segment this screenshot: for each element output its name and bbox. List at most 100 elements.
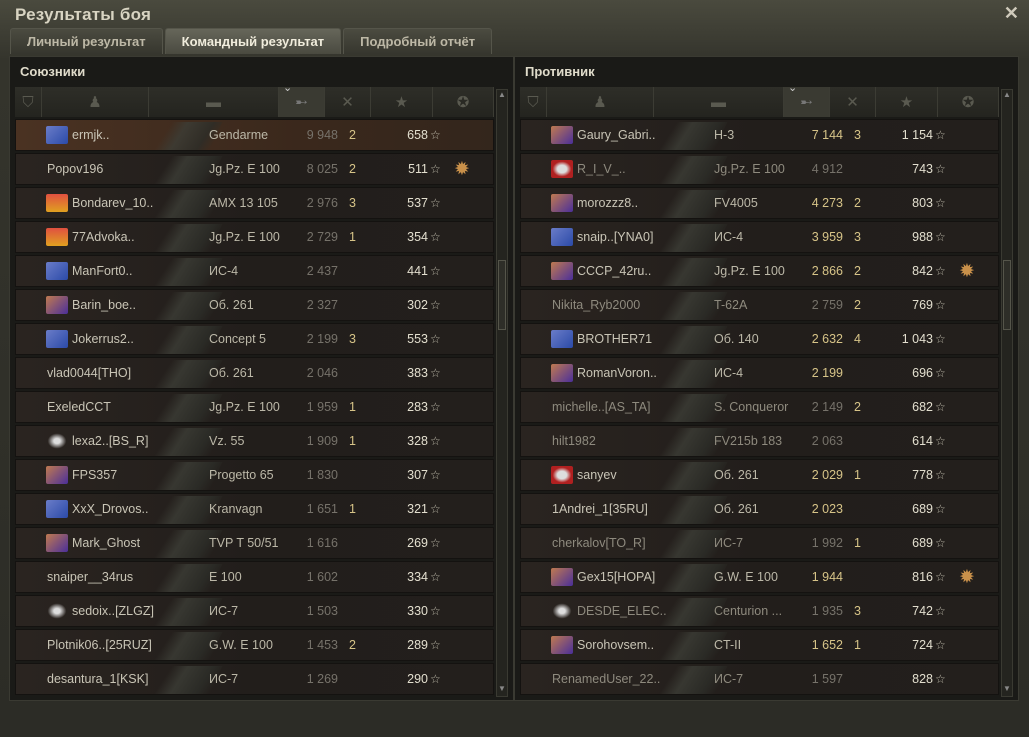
xp-column-header[interactable]: ★: [371, 87, 433, 117]
player-name[interactable]: morozzz8..: [577, 196, 639, 210]
damage-value: 8 025: [306, 162, 338, 176]
player-name[interactable]: sanyev: [577, 468, 617, 482]
player-name[interactable]: Nikita_Ryb2000: [552, 298, 641, 312]
player-row[interactable]: RenamedUser_22.. ИС-7 1 597 828 ☆: [520, 663, 999, 695]
damage-column-header[interactable]: ➸: [279, 81, 325, 117]
player-row[interactable]: 77Advoka.. Jg.Pz. E 100 2 729 1 354 ☆: [15, 221, 494, 253]
player-row[interactable]: morozzz8.. FV4005 4 273 2 803 ☆: [520, 187, 999, 219]
player-name[interactable]: ermjk..: [72, 128, 110, 142]
player-row[interactable]: lexa2..[BS_R] Vz. 55 1 909 1 328 ☆: [15, 425, 494, 457]
player-row[interactable]: Barin_boe.. Об. 261 2 327 302 ☆: [15, 289, 494, 321]
player-row[interactable]: RomanVoron.. ИС-4 2 199 696 ☆: [520, 357, 999, 389]
player-name[interactable]: michelle..[AS_TA]: [552, 400, 651, 414]
player-row[interactable]: 1Andrei_1[35RU] Об. 261 2 023 689 ☆: [520, 493, 999, 525]
rank-column-header[interactable]: ⛉: [15, 87, 42, 117]
player-name[interactable]: Bondarev_10..: [72, 196, 154, 210]
player-row[interactable]: hilt1982 FV215b 183 2 063 614 ☆: [520, 425, 999, 457]
player-name[interactable]: 1Andrei_1[35RU]: [552, 502, 648, 516]
player-name[interactable]: Jokerrus2..: [72, 332, 134, 346]
kills-column-header[interactable]: ✕: [830, 87, 876, 117]
player-row[interactable]: Mark_Ghost TVP T 50/51 1 616 269 ☆: [15, 527, 494, 559]
player-name[interactable]: XxX_Drovos..: [72, 502, 149, 516]
player-row[interactable]: Bondarev_10.. AMX 13 105 2 976 3 537 ☆: [15, 187, 494, 219]
player-row[interactable]: ExeledCCT Jg.Pz. E 100 1 959 1 283 ☆: [15, 391, 494, 423]
player-row[interactable]: vlad0044[THO] Об. 261 2 046 383 ☆: [15, 357, 494, 389]
player-name[interactable]: sedoix..[ZLGZ]: [72, 604, 154, 618]
player-row[interactable]: Gaury_Gabri.. H-3 7 144 3 1 154 ☆: [520, 119, 999, 151]
player-name[interactable]: BROTHER71: [577, 332, 653, 346]
damage-column-header[interactable]: ➸: [784, 81, 830, 117]
kills-column-header[interactable]: ✕: [325, 87, 371, 117]
player-row[interactable]: Plotnik06..[25RUZ] G.W. E 100 1 453 2 289 ☆: [15, 629, 494, 661]
player-row[interactable]: FPS357 Progetto 65 1 830 307 ☆: [15, 459, 494, 491]
player-row[interactable]: ermjk.. Gendarme 9 948 2 658 ☆: [15, 119, 494, 151]
medal-column-header[interactable]: ✪: [433, 87, 494, 117]
player-name[interactable]: Gex15[HOPA]: [577, 570, 656, 584]
player-name[interactable]: Sorohovsem..: [577, 638, 655, 652]
player-name[interactable]: CCCP_42ru..: [577, 264, 652, 278]
tab-detailed-report[interactable]: Подробный отчёт: [343, 28, 493, 54]
badge-orange-icon: [46, 194, 68, 212]
player-name[interactable]: RomanVoron..: [577, 366, 657, 380]
player-row[interactable]: CCCP_42ru.. Jg.Pz. E 100 2 866 2 842 ☆ ✹: [520, 255, 999, 287]
tab-team-result[interactable]: Командный результат: [164, 28, 342, 54]
player-row[interactable]: sedoix..[ZLGZ] ИС-7 1 503 330 ☆: [15, 595, 494, 627]
player-row[interactable]: Nikita_Ryb2000 T-62A 2 759 2 769 ☆: [520, 289, 999, 321]
player-row[interactable]: cherkalov[TO_R] ИС-7 1 992 1 689 ☆: [520, 527, 999, 559]
scroll-up-icon[interactable]: ▲: [1003, 90, 1011, 99]
player-name[interactable]: FPS357: [72, 468, 118, 482]
tab-personal-result[interactable]: Личный результат: [10, 28, 163, 54]
player-name[interactable]: RenamedUser_22..: [552, 672, 661, 686]
scroll-up-icon[interactable]: ▲: [498, 90, 506, 99]
player-row[interactable]: DESDE_ELEC.. Centurion ... 1 935 3 742 ☆: [520, 595, 999, 627]
player-name[interactable]: 77Advoka..: [72, 230, 135, 244]
player-name[interactable]: ManFort0..: [72, 264, 133, 278]
player-name[interactable]: vlad0044[THO]: [47, 366, 132, 380]
player-name[interactable]: Mark_Ghost: [72, 536, 141, 550]
player-row[interactable]: R_I_V_.. Jg.Pz. E 100 4 912 743 ☆: [520, 153, 999, 185]
player-row[interactable]: Gex15[HOPA] G.W. E 100 1 944 816 ☆ ✹: [520, 561, 999, 593]
player-row[interactable]: Sorohovsem.. CT-II 1 652 1 724 ☆: [520, 629, 999, 661]
xp-value: 988: [912, 230, 933, 244]
player-name[interactable]: desantura_1[KSK]: [47, 672, 149, 686]
kills-value: 2: [854, 400, 861, 414]
player-name[interactable]: R_I_V_..: [577, 162, 626, 176]
vehicle-name: H-3: [714, 128, 735, 142]
player-name[interactable]: snaiper__34rus: [47, 570, 134, 584]
player-name[interactable]: Plotnik06..[25RUZ]: [47, 638, 152, 652]
player-row[interactable]: Popov196 Jg.Pz. E 100 8 025 2 511 ☆ ✹: [15, 153, 494, 185]
xp-column-header[interactable]: ★: [876, 87, 938, 117]
player-name[interactable]: ExeledCCT: [47, 400, 111, 414]
player-name[interactable]: snaip..[YNA0]: [577, 230, 654, 244]
vehicle-column-header[interactable]: ▬: [654, 87, 784, 117]
scroll-thumb[interactable]: [498, 259, 506, 330]
player-name[interactable]: DESDE_ELEC..: [577, 604, 667, 618]
xp-value: 614: [912, 434, 933, 448]
player-row[interactable]: BROTHER71 Об. 140 2 632 4 1 043 ☆: [520, 323, 999, 355]
player-name[interactable]: cherkalov[TO_R]: [552, 536, 646, 550]
scroll-thumb[interactable]: [1003, 259, 1011, 330]
close-icon[interactable]: ✕: [1003, 3, 1019, 23]
player-name[interactable]: Popov196: [47, 162, 104, 176]
player-row[interactable]: ManFort0.. ИС-4 2 437 441 ☆: [15, 255, 494, 287]
player-row[interactable]: sanyev Об. 261 2 029 1 778 ☆: [520, 459, 999, 491]
scrollbar[interactable]: ▲ ▼: [1001, 89, 1013, 697]
player-row[interactable]: Jokerrus2.. Concept 5 2 199 3 553 ☆: [15, 323, 494, 355]
player-column-header[interactable]: ♟: [42, 87, 149, 117]
player-row[interactable]: desantura_1[KSK] ИС-7 1 269 290 ☆: [15, 663, 494, 695]
player-name[interactable]: Gaury_Gabri..: [577, 128, 656, 142]
rank-column-header[interactable]: ⛉: [520, 87, 547, 117]
player-row[interactable]: snaiper__34rus E 100 1 602 334 ☆: [15, 561, 494, 593]
scroll-down-icon[interactable]: ▼: [1003, 684, 1011, 693]
player-row[interactable]: michelle..[AS_TA] S. Conqueror 2 149 2 682 ☆: [520, 391, 999, 423]
player-column-header[interactable]: ♟: [547, 87, 654, 117]
player-row[interactable]: snaip..[YNA0] ИС-4 3 959 3 988 ☆: [520, 221, 999, 253]
player-row[interactable]: XxX_Drovos.. Kranvagn 1 651 1 321 ☆: [15, 493, 494, 525]
scrollbar[interactable]: ▲ ▼: [496, 89, 508, 697]
vehicle-column-header[interactable]: ▬: [149, 87, 279, 117]
player-name[interactable]: hilt1982: [552, 434, 596, 448]
scroll-down-icon[interactable]: ▼: [498, 684, 506, 693]
player-name[interactable]: lexa2..[BS_R]: [72, 434, 149, 448]
medal-column-header[interactable]: ✪: [938, 87, 999, 117]
player-name[interactable]: Barin_boe..: [72, 298, 136, 312]
